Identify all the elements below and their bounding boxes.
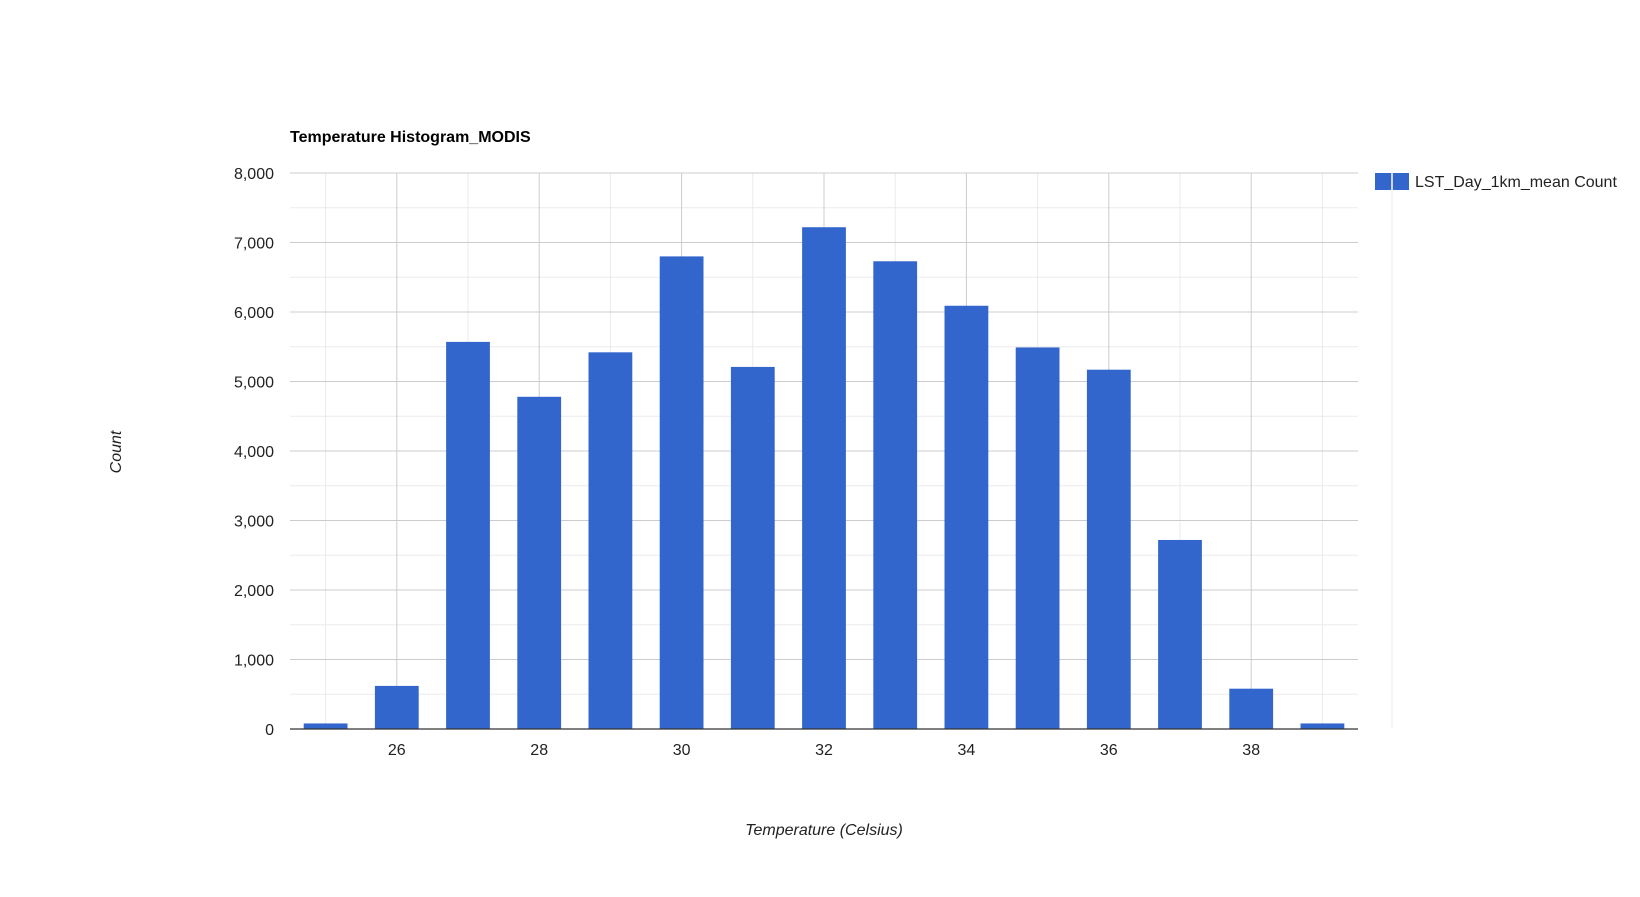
- bar[interactable]: [1086, 369, 1131, 729]
- y-tick-label: 8,000: [234, 166, 274, 183]
- y-tick-label: 1,000: [234, 653, 274, 670]
- x-tick-label: 36: [1100, 742, 1118, 759]
- y-tick-label: 5,000: [234, 375, 274, 392]
- bar[interactable]: [1015, 347, 1060, 729]
- y-tick-label: 0: [265, 722, 274, 739]
- x-tick-label: 28: [530, 742, 548, 759]
- legend-label: LST_Day_1km_mean Count: [1415, 174, 1617, 191]
- bar[interactable]: [802, 227, 846, 729]
- y-tick-label: 6,000: [234, 305, 274, 322]
- x-tick-label: 30: [673, 742, 691, 759]
- y-tick-label: 2,000: [234, 583, 274, 600]
- bar[interactable]: [659, 256, 704, 729]
- bar[interactable]: [873, 261, 918, 729]
- y-tick-label: 4,000: [234, 444, 274, 461]
- bar[interactable]: [446, 341, 490, 729]
- x-tick-label: 38: [1242, 742, 1260, 759]
- legend[interactable]: LST_Day_1km_mean Count: [1375, 173, 1617, 191]
- y-axis-title: Count: [108, 430, 125, 473]
- bar[interactable]: [1229, 688, 1274, 729]
- bar[interactable]: [944, 305, 989, 729]
- x-axis-title: Temperature (Celsius): [745, 822, 903, 839]
- bar[interactable]: [588, 352, 633, 729]
- bar[interactable]: [517, 396, 562, 729]
- bar[interactable]: [730, 366, 775, 729]
- bar[interactable]: [1300, 723, 1345, 729]
- y-tick-label: 3,000: [234, 514, 274, 531]
- bar[interactable]: [1158, 539, 1202, 729]
- bars: [303, 227, 1345, 729]
- y-tick-label: 7,000: [234, 236, 274, 253]
- x-tick-label: 34: [958, 742, 976, 759]
- x-tick-label: 32: [815, 742, 833, 759]
- bar[interactable]: [374, 685, 419, 729]
- y-tick-labels: 0 1,000 2,000 3,000 4,000 5,000 6,000 7,000 8,00…: [234, 166, 274, 739]
- x-tick-label: 26: [388, 742, 406, 759]
- bar[interactable]: [303, 723, 348, 729]
- chart-title: Temperature Histogram_MODIS: [290, 129, 531, 146]
- x-tick-labels: 26 28 30 32 34 36 38: [388, 742, 1260, 759]
